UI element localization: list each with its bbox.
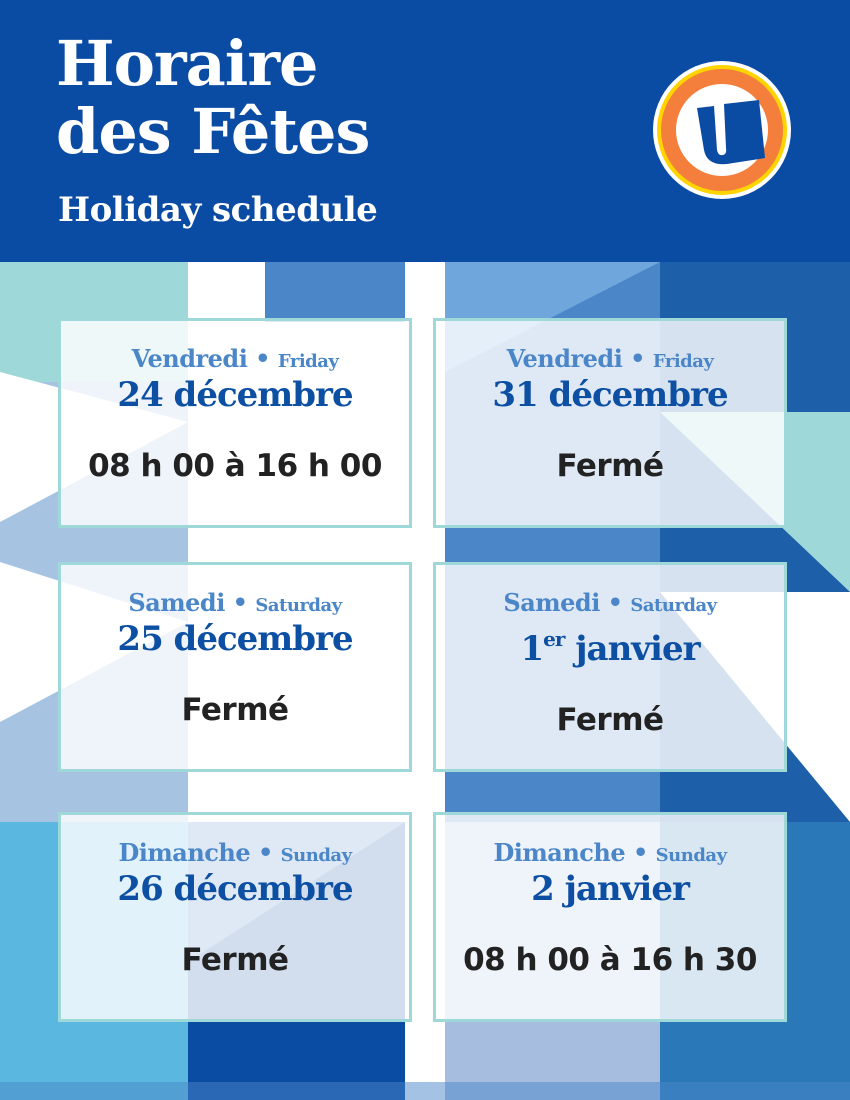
date-ordinal: er [543, 627, 565, 651]
day-fr: Samedi [503, 588, 600, 617]
hours: 08 h 00 à 16 h 00 [88, 448, 382, 484]
title-line-1: Horaire [56, 27, 318, 100]
hours: 08 h 00 à 16 h 30 [463, 942, 757, 978]
date-month: janvier [564, 629, 700, 669]
schedule-card: Samedi • Saturday 25 décembre Fermé [58, 562, 412, 772]
schedule-card: Vendredi • Friday 24 décembre 08 h 00 à … [58, 318, 412, 528]
day-label: Vendredi • Friday [131, 344, 339, 373]
schedule-card: Vendredi • Friday 31 décembre Fermé [433, 318, 787, 528]
hours: Fermé [181, 692, 289, 728]
day-fr: Dimanche [493, 838, 626, 867]
date: 24 décembre [117, 375, 353, 415]
subtitle: Holiday schedule [58, 190, 378, 230]
date: 31 décembre [492, 375, 728, 415]
schedule-card: Samedi • Saturday 1er janvier Fermé [433, 562, 787, 772]
date: 26 décembre [117, 869, 353, 909]
day-en: Friday [277, 351, 339, 372]
hours: Fermé [556, 702, 664, 738]
day-label: Dimanche • Sunday [493, 838, 727, 867]
hours: Fermé [556, 448, 664, 484]
header: Horaire des Fêtes Holiday schedule [0, 0, 850, 262]
date: 2 janvier [531, 869, 690, 909]
day-label: Samedi • Saturday [503, 588, 717, 617]
date: 1er janvier [436, 620, 784, 668]
day-fr: Samedi [128, 588, 225, 617]
page-title: Horaire des Fêtes [56, 27, 370, 168]
day-en: Friday [652, 351, 714, 372]
date-number: 1 [520, 629, 544, 669]
store-logo [653, 61, 791, 199]
day-en: Saturday [255, 595, 342, 616]
day-en: Sunday [655, 845, 727, 866]
title-line-2: des Fêtes [56, 95, 370, 168]
schedule-card: Dimanche • Sunday 2 janvier 08 h 00 à 16… [433, 812, 787, 1022]
day-label: Dimanche • Sunday [118, 838, 352, 867]
day-fr: Dimanche [118, 838, 251, 867]
schedule-card: Dimanche • Sunday 26 décembre Fermé [58, 812, 412, 1022]
hours: Fermé [181, 942, 289, 978]
day-en: Saturday [630, 595, 717, 616]
day-label: Samedi • Saturday [128, 588, 342, 617]
day-en: Sunday [280, 845, 352, 866]
day-fr: Vendredi [131, 344, 248, 373]
date: 25 décembre [117, 619, 353, 659]
day-fr: Vendredi [506, 344, 623, 373]
day-label: Vendredi • Friday [506, 344, 714, 373]
